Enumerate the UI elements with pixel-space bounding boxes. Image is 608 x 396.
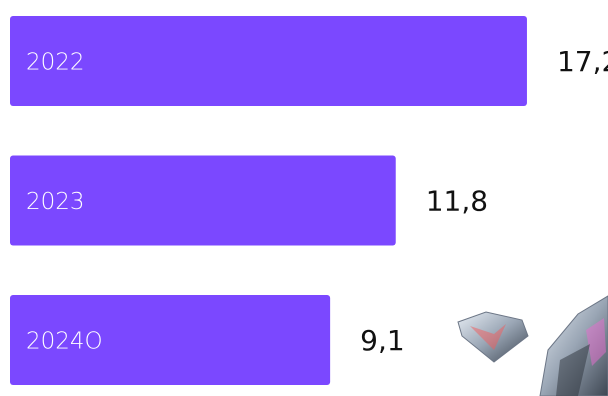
bar-category-label: 2024O [26,329,103,355]
bar [10,295,331,385]
bar [10,155,396,246]
value-label: 11,8 [426,185,488,218]
diamond-decoration [457,295,608,396]
value-label: 17,2 [557,45,608,78]
bar [10,16,527,106]
bar-category-label: 2023 [26,189,85,215]
value-label: 9,1 [360,324,405,357]
bar-category-label: 2022 [26,50,85,76]
